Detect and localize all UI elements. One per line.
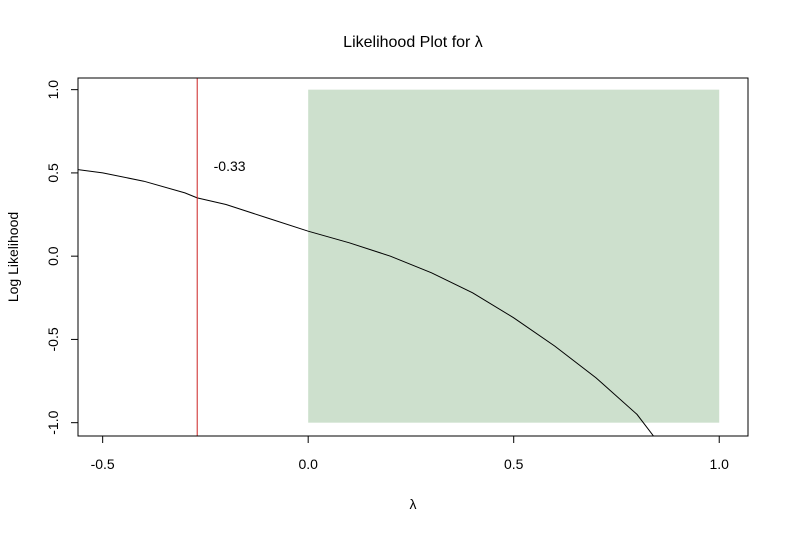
plot-area: -0.33 -0.5 0.0 0.5 1.0 -1.0 -0.5 0.0 0.5 1.0: [45, 77, 749, 472]
lambda-annotation: -0.33: [214, 158, 246, 174]
y-tick-label: -0.5: [45, 327, 61, 351]
y-tick-label: 0.5: [45, 163, 61, 183]
x-tick-label: 1.0: [709, 456, 729, 472]
x-tick-label: -0.5: [91, 456, 115, 472]
x-tick-label: 0.0: [298, 456, 318, 472]
y-tick-label: 1.0: [45, 80, 61, 100]
plot-frame: [77, 77, 749, 437]
likelihood-curve-0: [78, 169, 654, 436]
shaded-region: [308, 89, 720, 423]
x-axis-label: λ: [410, 496, 417, 512]
x-tick-label: 0.5: [504, 456, 524, 472]
y-axis-label: Log Likelihood: [5, 212, 21, 302]
chart-title: Likelihood Plot for λ: [343, 34, 483, 51]
y-tick-label: 0.0: [45, 246, 61, 266]
y-tick-label: -1.0: [45, 410, 61, 434]
